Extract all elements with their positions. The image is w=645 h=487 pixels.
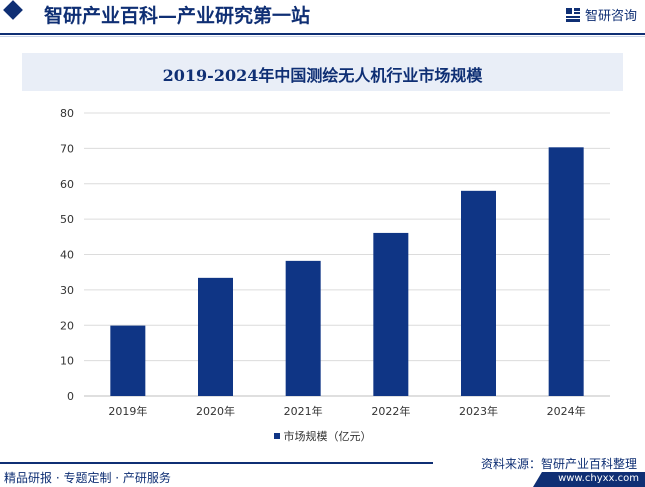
- source-note: 资料来源：智研产业百科整理: [480, 457, 637, 471]
- legend-label: 市场规模（亿元）: [283, 430, 372, 443]
- y-tick-label: 40: [60, 249, 74, 262]
- bar: [373, 232, 409, 396]
- y-tick-label: 0: [67, 390, 74, 403]
- bar: [548, 147, 584, 396]
- bar: [461, 190, 496, 396]
- x-tick-label: 2023年: [459, 404, 498, 418]
- header-divider-light: [0, 36, 645, 37]
- x-tick-label: 2020年: [196, 404, 235, 418]
- bar: [198, 277, 233, 396]
- header-divider: [0, 33, 645, 35]
- chart-title: 2019-2024年中国测绘无人机行业市场规模: [162, 66, 483, 85]
- y-tick-label: 20: [60, 319, 74, 332]
- x-tick-label: 2021年: [284, 404, 323, 418]
- y-tick-label: 50: [60, 213, 74, 226]
- y-tick-label: 80: [60, 107, 74, 120]
- logo-icon: [565, 7, 580, 22]
- y-tick-label: 30: [60, 284, 74, 297]
- x-tick-label: 2022年: [371, 404, 410, 418]
- bar: [285, 260, 321, 396]
- footer-services: 精品研报 · 专题定制 · 产研服务: [4, 471, 171, 485]
- chart-legend: 市场规模（亿元）: [0, 428, 645, 444]
- logo-text: 智研咨询: [584, 9, 637, 24]
- footer-url: www.chyxx.com: [558, 473, 639, 484]
- legend-swatch: [273, 433, 280, 439]
- y-tick-label: 70: [60, 142, 74, 155]
- footer-divider: [0, 462, 433, 464]
- y-tick-label: 10: [60, 355, 74, 368]
- chart-title-band: 2019-2024年中国测绘无人机行业市场规模: [22, 53, 623, 91]
- x-tick-label: 2019年: [108, 404, 147, 418]
- x-tick-label: 2024年: [547, 404, 586, 418]
- y-tick-label: 60: [60, 178, 74, 191]
- header-logo: 智研咨询: [565, 5, 637, 24]
- bar: [110, 325, 146, 396]
- footer-band: [533, 472, 645, 487]
- header-title: 智研产业百科—产业研究第一站: [44, 5, 311, 27]
